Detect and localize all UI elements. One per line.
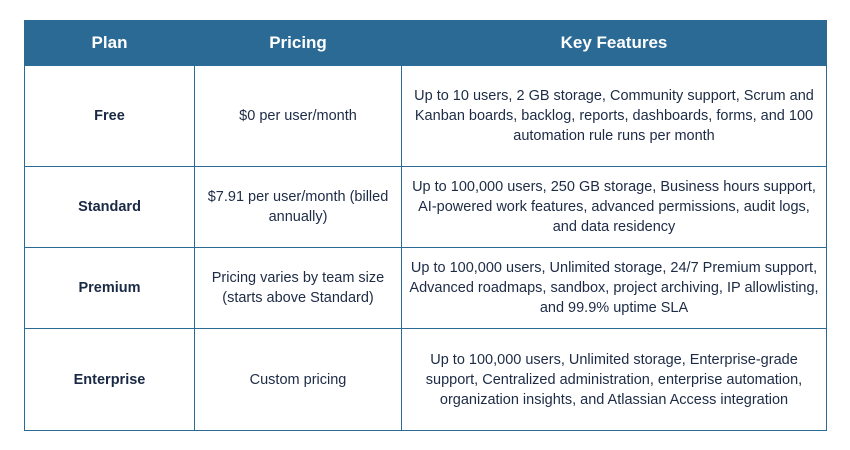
header-key-features: Key Features	[401, 20, 827, 66]
header-pricing: Pricing	[194, 20, 402, 66]
header-plan: Plan	[24, 20, 195, 66]
features-premium: Up to 100,000 users, Unlimited storage, …	[401, 247, 827, 329]
pricing-table: Plan Pricing Key Features Free $0 per us…	[24, 20, 827, 431]
features-free: Up to 10 users, 2 GB storage, Community …	[401, 65, 827, 167]
plan-name-free: Free	[24, 65, 195, 167]
pricing-enterprise: Custom pricing	[194, 328, 402, 431]
features-enterprise: Up to 100,000 users, Unlimited storage, …	[401, 328, 827, 431]
plan-name-premium: Premium	[24, 247, 195, 329]
pricing-premium: Pricing varies by team size (starts abov…	[194, 247, 402, 329]
pricing-standard: $7.91 per user/month (billed annually)	[194, 166, 402, 248]
features-standard: Up to 100,000 users, 250 GB storage, Bus…	[401, 166, 827, 248]
plan-name-enterprise: Enterprise	[24, 328, 195, 431]
table-row-standard: Standard $7.91 per user/month (billed an…	[24, 166, 827, 248]
table-body: Free $0 per user/month Up to 10 users, 2…	[24, 65, 827, 431]
pricing-free: $0 per user/month	[194, 65, 402, 167]
header-row: Plan Pricing Key Features	[24, 20, 827, 66]
table-header: Plan Pricing Key Features	[24, 20, 827, 66]
table-row-free: Free $0 per user/month Up to 10 users, 2…	[24, 65, 827, 167]
table-row-premium: Premium Pricing varies by team size (sta…	[24, 247, 827, 329]
table-row-enterprise: Enterprise Custom pricing Up to 100,000 …	[24, 328, 827, 431]
plan-name-standard: Standard	[24, 166, 195, 248]
